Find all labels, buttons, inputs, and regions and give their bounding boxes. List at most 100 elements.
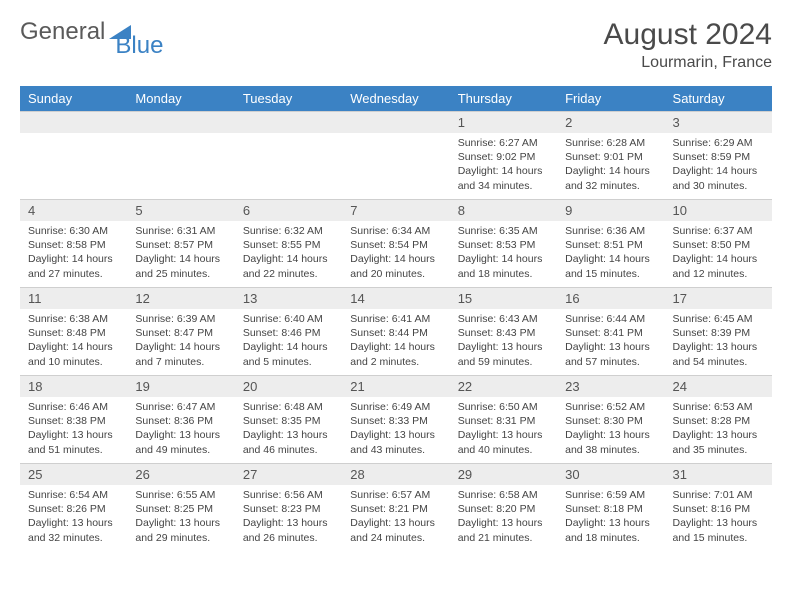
- day-info-line: Daylight: 14 hours and 18 minutes.: [458, 252, 549, 280]
- day-info-line: Sunset: 8:41 PM: [565, 326, 656, 340]
- day-number: 15: [450, 287, 557, 309]
- day-body: Sunrise: 6:55 AMSunset: 8:25 PMDaylight:…: [127, 485, 234, 551]
- calendar-day-cell: 17Sunrise: 6:45 AMSunset: 8:39 PMDayligh…: [665, 287, 772, 375]
- day-body: Sunrise: 6:41 AMSunset: 8:44 PMDaylight:…: [342, 309, 449, 375]
- day-info-line: Daylight: 13 hours and 18 minutes.: [565, 516, 656, 544]
- day-info-line: Sunset: 8:33 PM: [350, 414, 441, 428]
- calendar-day-cell: 25Sunrise: 6:54 AMSunset: 8:26 PMDayligh…: [20, 463, 127, 551]
- day-body: Sunrise: 6:47 AMSunset: 8:36 PMDaylight:…: [127, 397, 234, 463]
- location: Lourmarin, France: [604, 54, 772, 72]
- day-body: Sunrise: 6:27 AMSunset: 9:02 PMDaylight:…: [450, 133, 557, 199]
- calendar-day-cell: 15Sunrise: 6:43 AMSunset: 8:43 PMDayligh…: [450, 287, 557, 375]
- day-body: Sunrise: 6:36 AMSunset: 8:51 PMDaylight:…: [557, 221, 664, 287]
- day-number: 24: [665, 375, 772, 397]
- day-info-line: Sunrise: 6:30 AM: [28, 224, 119, 238]
- day-number: 12: [127, 287, 234, 309]
- day-info-line: Sunrise: 6:58 AM: [458, 488, 549, 502]
- day-body: Sunrise: 6:54 AMSunset: 8:26 PMDaylight:…: [20, 485, 127, 551]
- day-number: 4: [20, 199, 127, 221]
- day-number: [342, 111, 449, 133]
- day-info-line: Daylight: 14 hours and 12 minutes.: [673, 252, 764, 280]
- day-number: 17: [665, 287, 772, 309]
- calendar-day-cell: 6Sunrise: 6:32 AMSunset: 8:55 PMDaylight…: [235, 199, 342, 287]
- day-header: Wednesday: [342, 86, 449, 111]
- day-body: Sunrise: 6:44 AMSunset: 8:41 PMDaylight:…: [557, 309, 664, 375]
- day-info-line: Sunrise: 6:31 AM: [135, 224, 226, 238]
- day-info-line: Daylight: 14 hours and 34 minutes.: [458, 164, 549, 192]
- day-info-line: Sunrise: 6:34 AM: [350, 224, 441, 238]
- day-body: Sunrise: 6:46 AMSunset: 8:38 PMDaylight:…: [20, 397, 127, 463]
- day-body: Sunrise: 6:52 AMSunset: 8:30 PMDaylight:…: [557, 397, 664, 463]
- calendar-day-cell: 1Sunrise: 6:27 AMSunset: 9:02 PMDaylight…: [450, 111, 557, 199]
- calendar-day-cell: 12Sunrise: 6:39 AMSunset: 8:47 PMDayligh…: [127, 287, 234, 375]
- logo: General Blue: [20, 18, 163, 46]
- day-info-line: Daylight: 13 hours and 21 minutes.: [458, 516, 549, 544]
- day-info-line: Sunset: 8:57 PM: [135, 238, 226, 252]
- calendar-week-row: 25Sunrise: 6:54 AMSunset: 8:26 PMDayligh…: [20, 463, 772, 551]
- day-info-line: Sunset: 8:23 PM: [243, 502, 334, 516]
- day-number: 28: [342, 463, 449, 485]
- day-body: Sunrise: 7:01 AMSunset: 8:16 PMDaylight:…: [665, 485, 772, 551]
- day-info-line: Daylight: 14 hours and 32 minutes.: [565, 164, 656, 192]
- day-body: Sunrise: 6:58 AMSunset: 8:20 PMDaylight:…: [450, 485, 557, 551]
- calendar-day-cell: 11Sunrise: 6:38 AMSunset: 8:48 PMDayligh…: [20, 287, 127, 375]
- day-body: Sunrise: 6:35 AMSunset: 8:53 PMDaylight:…: [450, 221, 557, 287]
- day-info-line: Sunset: 8:31 PM: [458, 414, 549, 428]
- day-header: Saturday: [665, 86, 772, 111]
- day-body: [342, 133, 449, 142]
- day-number: 9: [557, 199, 664, 221]
- day-body: Sunrise: 6:43 AMSunset: 8:43 PMDaylight:…: [450, 309, 557, 375]
- day-info-line: Daylight: 14 hours and 7 minutes.: [135, 340, 226, 368]
- day-info-line: Sunrise: 6:57 AM: [350, 488, 441, 502]
- day-info-line: Sunrise: 6:43 AM: [458, 312, 549, 326]
- day-info-line: Sunset: 8:50 PM: [673, 238, 764, 252]
- calendar-week-row: 4Sunrise: 6:30 AMSunset: 8:58 PMDaylight…: [20, 199, 772, 287]
- day-info-line: Sunrise: 6:38 AM: [28, 312, 119, 326]
- day-info-line: Sunrise: 6:59 AM: [565, 488, 656, 502]
- day-header: Thursday: [450, 86, 557, 111]
- day-info-line: Sunrise: 6:46 AM: [28, 400, 119, 414]
- day-body: Sunrise: 6:30 AMSunset: 8:58 PMDaylight:…: [20, 221, 127, 287]
- day-number: 19: [127, 375, 234, 397]
- day-number: 29: [450, 463, 557, 485]
- calendar-empty-cell: [235, 111, 342, 199]
- day-info-line: Sunrise: 6:36 AM: [565, 224, 656, 238]
- day-info-line: Sunrise: 6:49 AM: [350, 400, 441, 414]
- calendar-day-cell: 28Sunrise: 6:57 AMSunset: 8:21 PMDayligh…: [342, 463, 449, 551]
- day-info-line: Daylight: 13 hours and 54 minutes.: [673, 340, 764, 368]
- day-info-line: Daylight: 13 hours and 49 minutes.: [135, 428, 226, 456]
- day-number: 27: [235, 463, 342, 485]
- day-number: 21: [342, 375, 449, 397]
- day-number: 13: [235, 287, 342, 309]
- day-info-line: Sunset: 8:38 PM: [28, 414, 119, 428]
- calendar-day-cell: 24Sunrise: 6:53 AMSunset: 8:28 PMDayligh…: [665, 375, 772, 463]
- day-info-line: Sunset: 8:55 PM: [243, 238, 334, 252]
- day-number: 10: [665, 199, 772, 221]
- day-info-line: Sunset: 8:20 PM: [458, 502, 549, 516]
- day-info-line: Sunrise: 6:40 AM: [243, 312, 334, 326]
- day-number: 3: [665, 111, 772, 133]
- day-info-line: Sunrise: 6:54 AM: [28, 488, 119, 502]
- day-info-line: Sunset: 8:51 PM: [565, 238, 656, 252]
- day-info-line: Daylight: 14 hours and 10 minutes.: [28, 340, 119, 368]
- day-info-line: Sunrise: 6:44 AM: [565, 312, 656, 326]
- calendar-empty-cell: [342, 111, 449, 199]
- day-info-line: Sunrise: 6:35 AM: [458, 224, 549, 238]
- day-info-line: Sunset: 8:53 PM: [458, 238, 549, 252]
- day-info-line: Sunset: 8:39 PM: [673, 326, 764, 340]
- day-info-line: Daylight: 14 hours and 15 minutes.: [565, 252, 656, 280]
- day-body: Sunrise: 6:48 AMSunset: 8:35 PMDaylight:…: [235, 397, 342, 463]
- day-number: 14: [342, 287, 449, 309]
- day-info-line: Sunset: 8:58 PM: [28, 238, 119, 252]
- day-number: 31: [665, 463, 772, 485]
- day-info-line: Daylight: 14 hours and 27 minutes.: [28, 252, 119, 280]
- day-body: Sunrise: 6:57 AMSunset: 8:21 PMDaylight:…: [342, 485, 449, 551]
- day-info-line: Daylight: 13 hours and 40 minutes.: [458, 428, 549, 456]
- month-title: August 2024: [604, 18, 772, 52]
- calendar-empty-cell: [20, 111, 127, 199]
- day-header: Friday: [557, 86, 664, 111]
- day-body: Sunrise: 6:59 AMSunset: 8:18 PMDaylight:…: [557, 485, 664, 551]
- calendar-day-cell: 21Sunrise: 6:49 AMSunset: 8:33 PMDayligh…: [342, 375, 449, 463]
- day-info-line: Daylight: 13 hours and 35 minutes.: [673, 428, 764, 456]
- day-info-line: Sunset: 8:36 PM: [135, 414, 226, 428]
